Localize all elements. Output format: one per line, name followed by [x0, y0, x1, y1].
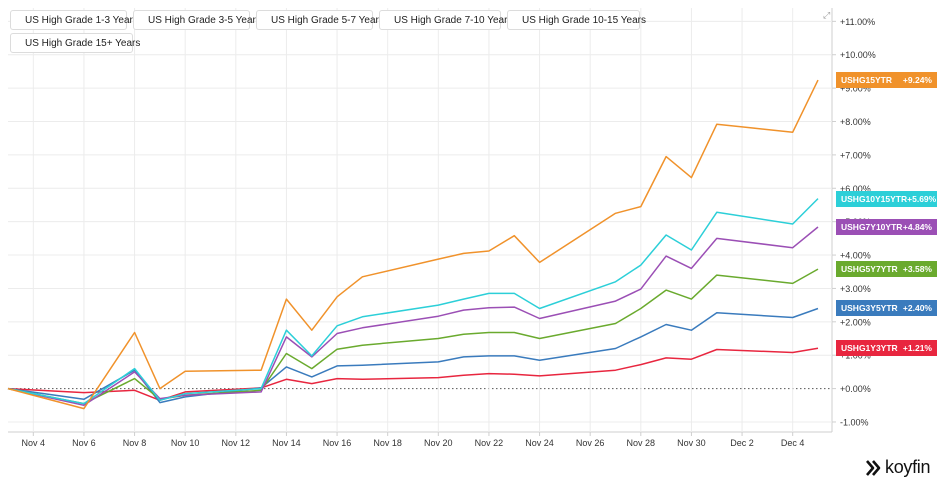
series-line-1 [7, 347, 819, 402]
y-tick-label: +2.00% [840, 317, 871, 327]
legend-item-1[interactable]: US High Grade 1-3 Years [10, 10, 138, 30]
x-tick-label: Nov 4 [22, 438, 46, 448]
end-label-ticker: USHG10Y15YTR [841, 193, 908, 204]
end-label-ticker: USHG3Y5YTR [841, 303, 898, 314]
series-line-3 [7, 268, 819, 405]
end-value-label: USHG10Y15YTR +5.69% [836, 190, 937, 207]
chart-options-icon[interactable]: ⤢ [823, 10, 831, 20]
end-value-label: USHG3Y5YTR +2.40% [836, 300, 937, 317]
series-line-2 [7, 307, 819, 404]
x-tick-label: Nov 10 [171, 438, 200, 448]
end-label-ticker: USHG7Y10YTR [841, 222, 903, 232]
end-label-value: +1.21% [902, 343, 932, 354]
x-tick-label: Nov 24 [525, 438, 554, 448]
end-label-value: +3.58% [902, 264, 932, 275]
y-tick-label: -1.00% [840, 417, 869, 427]
y-tick-label: +8.00% [840, 117, 871, 127]
y-tick-label: +11.00% [840, 17, 875, 27]
x-tick-label: Nov 22 [475, 438, 504, 448]
series-line-5 [7, 198, 819, 405]
koyfin-logo: koyfin [864, 457, 931, 478]
end-value-label: USHG7Y10YTR +4.84% [836, 219, 937, 235]
x-tick-label: Nov 12 [222, 438, 251, 448]
logo-text: koyfin [885, 457, 931, 477]
x-tick-label: Nov 8 [123, 438, 147, 448]
x-tick-label: Nov 28 [627, 438, 656, 448]
end-value-label: USHG1Y3YTR +1.21% [836, 340, 937, 357]
koyfin-mark-icon [866, 459, 881, 476]
legend-item-2[interactable]: US High Grade 3-5 Years [133, 10, 261, 30]
x-tick-label: Dec 4 [781, 438, 805, 448]
end-label-value: +2.40% [902, 303, 932, 314]
x-tick-label: Nov 16 [323, 438, 352, 448]
legend-item-3[interactable]: US High Grade 5-7 Years [256, 10, 384, 30]
series-line-6 [7, 79, 819, 410]
y-tick-label: +4.00% [840, 251, 871, 261]
end-value-label: USHG15YTR +9.24% [836, 72, 937, 89]
legend-label: US High Grade 5-7 Years [271, 14, 384, 26]
x-tick-label: Nov 26 [576, 438, 605, 448]
y-tick-label: +0.00% [840, 384, 871, 394]
y-tick-label: +3.00% [840, 284, 871, 294]
y-tick-label: +6.00% [840, 184, 871, 194]
x-tick-label: Nov 6 [72, 438, 96, 448]
x-tick-label: Nov 20 [424, 438, 453, 448]
legend-item-6[interactable]: US High Grade 15+ Years [10, 33, 140, 53]
legend-label: US High Grade 15+ Years [25, 37, 141, 49]
end-label-value: +5.69% [907, 193, 937, 204]
y-tick-label: +9.00% [840, 84, 871, 94]
legend-item-5[interactable]: US High Grade 10-15 Years [507, 10, 646, 30]
end-value-label: USHG5Y7YTR +3.58% [836, 261, 937, 278]
y-tick-label: +7.00% [840, 150, 871, 160]
legend-label: US High Grade 3-5 Years [148, 14, 261, 26]
legend-label: US High Grade 10-15 Years [522, 14, 646, 26]
end-label-ticker: USHG15YTR [841, 75, 893, 86]
x-tick-label: Nov 18 [373, 438, 402, 448]
y-tick-label: +10.00% [840, 50, 876, 60]
x-tick-label: Dec 2 [730, 438, 754, 448]
end-label-value: +9.24% [902, 75, 932, 86]
legend-label: US High Grade 1-3 Years [25, 14, 138, 26]
end-label-value: +4.84% [902, 222, 932, 232]
x-tick-label: Nov 14 [272, 438, 301, 448]
legend-label: US High Grade 7-10 Years [394, 14, 513, 26]
x-tick-label: Nov 30 [677, 438, 706, 448]
end-label-ticker: USHG5Y7YTR [841, 264, 898, 275]
legend-item-4[interactable]: US High Grade 7-10 Years [379, 10, 512, 30]
end-label-ticker: USHG1Y3YTR [841, 343, 898, 354]
